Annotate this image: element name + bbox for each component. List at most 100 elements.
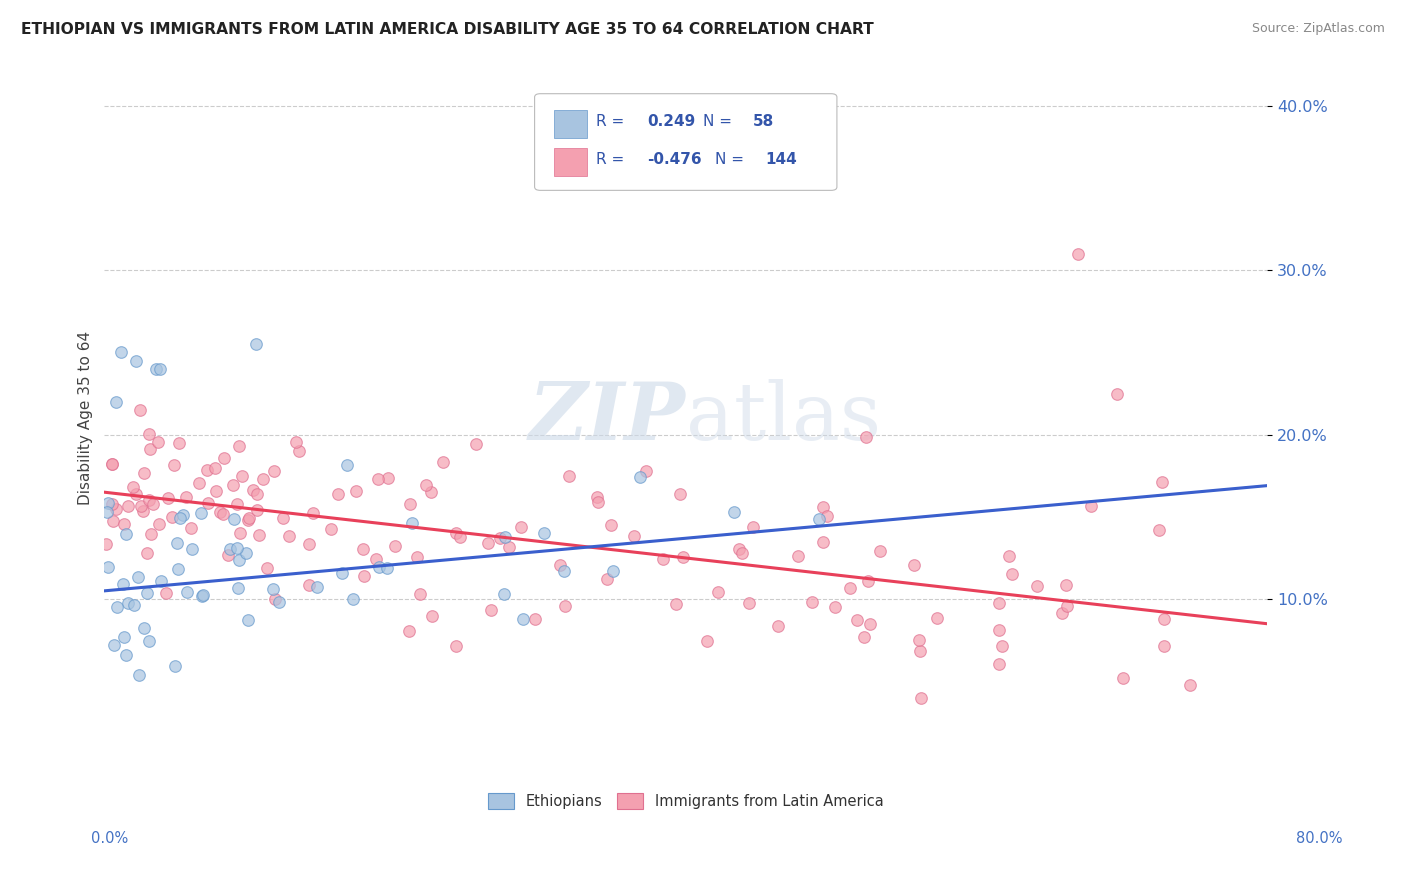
Point [852, 630, 875, 644]
Point [136, 586, 159, 600]
Point [815, 509, 838, 524]
FancyBboxPatch shape [534, 94, 837, 190]
Point [96, 505, 118, 519]
Point [269, 595, 291, 609]
Point [225, 541, 247, 555]
Point [141, 527, 163, 541]
Point [284, 434, 307, 449]
Point [174, 490, 197, 504]
Text: R =: R = [596, 114, 630, 128]
Point [352, 542, 374, 557]
Point [262, 582, 284, 597]
Point [903, 558, 925, 572]
Point [723, 504, 745, 518]
Point [103, 638, 125, 652]
Point [148, 516, 170, 531]
Point [97, 495, 120, 509]
Point [226, 497, 249, 511]
Point [146, 434, 169, 449]
Point [231, 469, 253, 483]
Point [110, 345, 132, 359]
Point [302, 506, 325, 520]
Point [623, 529, 645, 543]
Point [209, 505, 232, 519]
Point [523, 612, 546, 626]
Point [165, 659, 187, 673]
Point [150, 574, 173, 588]
Point [1152, 475, 1174, 489]
Point [908, 632, 931, 647]
Point [988, 597, 1011, 611]
Text: 58: 58 [754, 114, 775, 128]
Point [742, 520, 765, 534]
Point [801, 595, 824, 609]
Point [869, 543, 891, 558]
Point [336, 458, 359, 472]
Point [167, 435, 190, 450]
Point [166, 536, 188, 550]
Point [628, 469, 651, 483]
FancyBboxPatch shape [554, 110, 586, 138]
Point [1105, 386, 1128, 401]
Point [138, 634, 160, 648]
Point [479, 603, 502, 617]
Point [811, 500, 834, 514]
Point [669, 487, 692, 501]
Point [125, 487, 148, 501]
Text: ZIP: ZIP [529, 379, 686, 457]
Point [204, 461, 226, 475]
Point [96, 560, 118, 574]
Point [128, 403, 150, 417]
Point [149, 362, 172, 376]
Point [298, 577, 321, 591]
Point [377, 561, 399, 575]
Point [432, 455, 454, 469]
Point [731, 546, 754, 560]
Point [586, 495, 609, 509]
Point [554, 599, 576, 613]
Point [910, 644, 932, 658]
Point [342, 592, 364, 607]
Point [553, 564, 575, 578]
Point [100, 457, 122, 471]
Point [512, 612, 534, 626]
Point [222, 512, 245, 526]
Point [586, 491, 609, 505]
Point [105, 600, 128, 615]
Point [105, 394, 128, 409]
Point [367, 472, 389, 486]
Point [446, 639, 468, 653]
Point [117, 596, 139, 610]
Point [229, 526, 252, 541]
Point [399, 496, 422, 510]
Point [557, 469, 579, 483]
Point [145, 362, 167, 376]
Point [510, 519, 533, 533]
Point [998, 549, 1021, 564]
Point [384, 539, 406, 553]
Point [180, 521, 202, 535]
Point [187, 476, 209, 491]
Point [94, 537, 117, 551]
Point [238, 513, 260, 527]
Point [163, 458, 186, 472]
Point [1025, 579, 1047, 593]
Point [419, 484, 441, 499]
FancyBboxPatch shape [554, 148, 586, 176]
Point [465, 436, 488, 450]
Point [488, 532, 510, 546]
Point [409, 587, 432, 601]
Point [1112, 672, 1135, 686]
Text: Source: ZipAtlas.com: Source: ZipAtlas.com [1251, 22, 1385, 36]
Point [138, 492, 160, 507]
Point [246, 487, 269, 501]
Point [205, 483, 228, 498]
Point [122, 598, 145, 612]
Point [264, 591, 287, 606]
Point [353, 569, 375, 583]
Point [449, 530, 471, 544]
Point [368, 559, 391, 574]
Point [665, 597, 688, 611]
Point [288, 443, 311, 458]
Point [824, 600, 846, 615]
